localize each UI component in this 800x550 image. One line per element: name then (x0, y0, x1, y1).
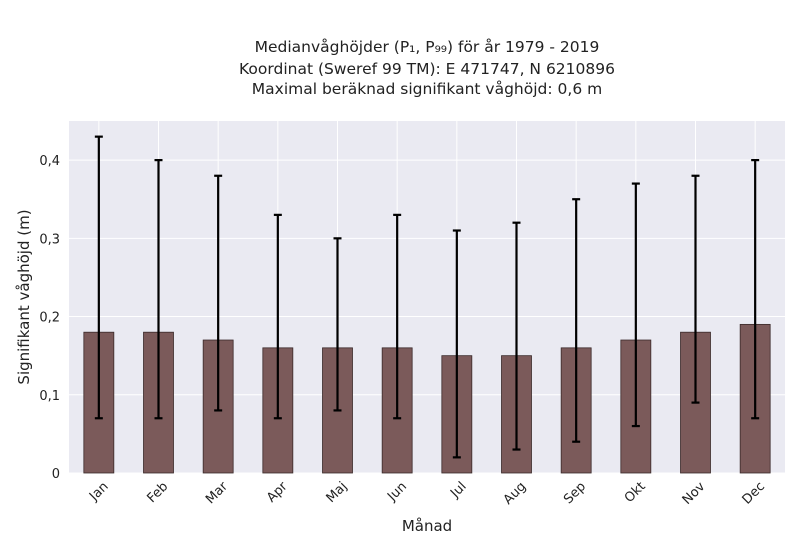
title-line-3: Maximal beräknad signifikant våghöjd: 0,… (252, 80, 602, 98)
x-axis-label: Månad (402, 517, 452, 535)
y-tick-label: 0 (52, 467, 60, 482)
y-tick-labels: 0 0,1 0,2 0,3 0,4 (39, 154, 60, 482)
error-bars (94, 135, 760, 459)
x-tick-label: Mar (203, 479, 231, 507)
chart-title: Medianvåghöjder (P₁, P₉₉) för år 1979 - … (239, 38, 615, 98)
x-tick-label: Feb (144, 479, 171, 506)
y-axis-label: Signifikant våghöjd (m) (15, 209, 33, 384)
x-tick-label: Jul (447, 479, 469, 501)
x-tick-label: Sep (561, 479, 589, 507)
x-tick-labels: Jan Feb Mar Apr Maj Jun Jul Aug Sep Okt Nov Dec (86, 479, 768, 508)
x-tick-label: Okt (622, 479, 649, 506)
x-tick-label: Nov (680, 479, 709, 508)
x-tick-label: Maj (324, 479, 351, 506)
y-tick-label: 0,2 (39, 311, 60, 326)
y-tick-label: 0,1 (39, 389, 60, 404)
y-tick-label: 0,3 (39, 232, 60, 247)
x-tick-label: Jan (86, 479, 111, 504)
x-tick-label: Apr (264, 479, 291, 506)
title-line-1: Medianvåghöjder (P₁, P₉₉) för år 1979 - … (255, 38, 600, 56)
title-line-2: Koordinat (Sweref 99 TM): E 471747, N 62… (239, 60, 615, 78)
x-tick-label: Jun (384, 479, 410, 505)
x-tick-label: Aug (501, 479, 530, 508)
plot-area (69, 121, 785, 473)
y-tick-label: 0,4 (39, 154, 60, 169)
x-tick-label: Dec (740, 479, 768, 507)
